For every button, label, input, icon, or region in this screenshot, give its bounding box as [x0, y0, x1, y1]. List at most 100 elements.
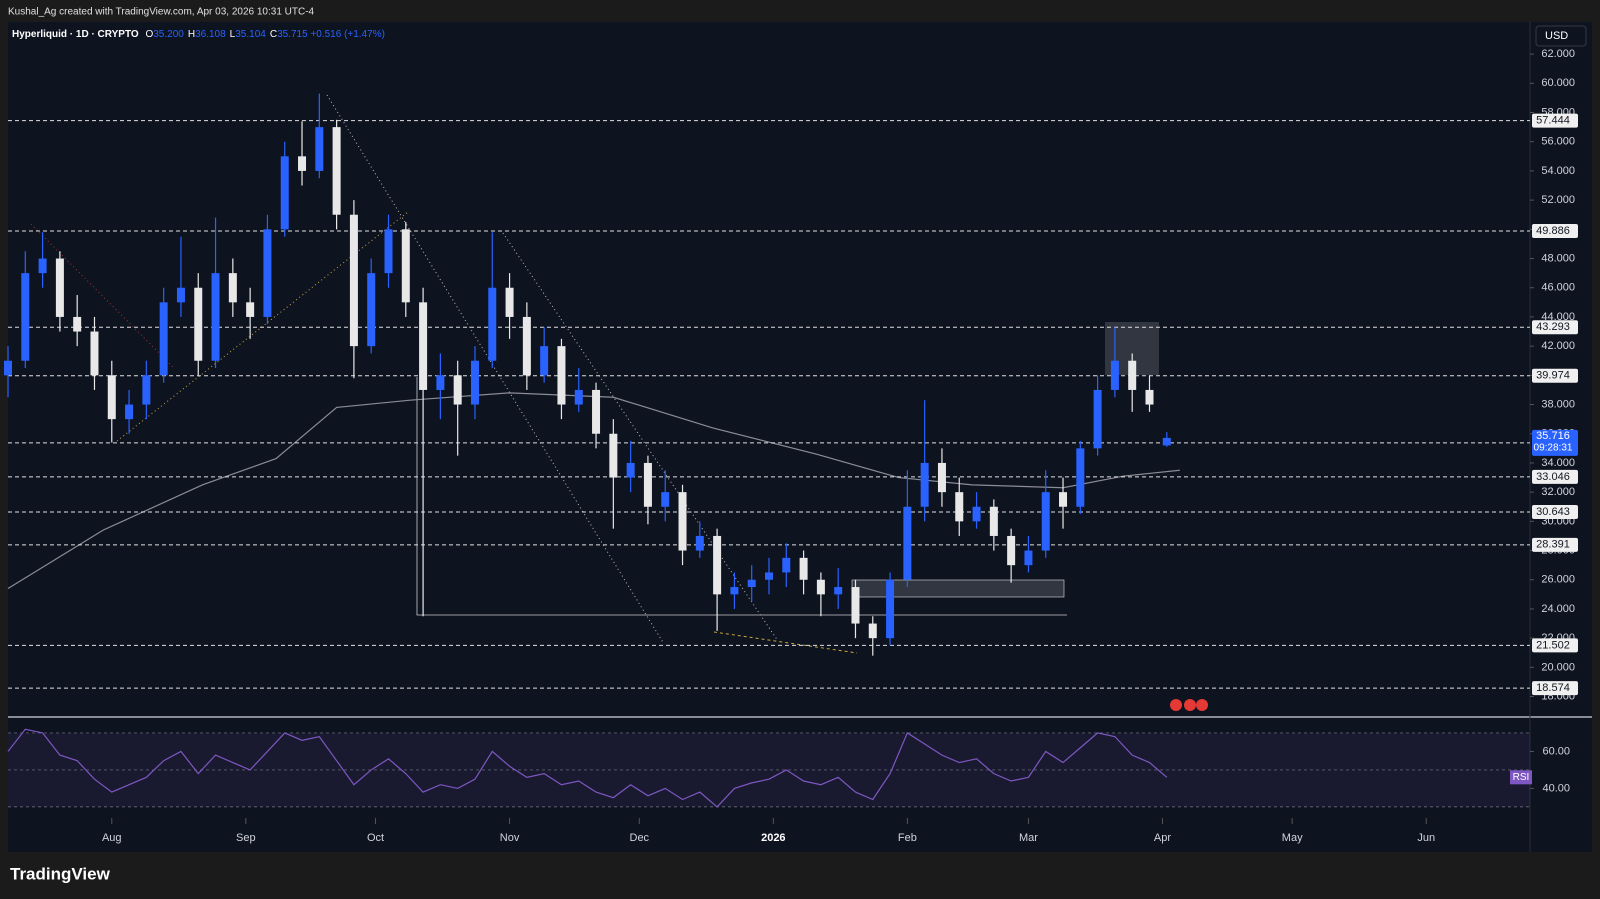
candle-body [678, 492, 687, 551]
level-label-bg [1532, 469, 1578, 484]
candle-body [315, 127, 324, 171]
candle-body [263, 229, 272, 317]
brand: TradingView [10, 864, 111, 883]
candle-body [920, 462, 929, 507]
legend: Hyperliquid · 1D · CRYPTO O35.200 H36.108… [12, 29, 385, 40]
candle-body [903, 506, 912, 580]
y-tick-label: 42.000 [1541, 340, 1575, 352]
x-tick-label: Oct [367, 832, 384, 844]
candle-body [107, 375, 116, 420]
candle-body [159, 302, 168, 376]
candle-body [488, 287, 497, 361]
y-tick-label: 60.00 [1542, 745, 1570, 757]
candle-body [1076, 448, 1085, 507]
candle-body [989, 506, 998, 536]
candle-body [1059, 492, 1068, 507]
candle-body [298, 156, 307, 171]
candle-body [384, 229, 393, 274]
event-icons [1170, 699, 1208, 711]
candle-body [1128, 360, 1137, 390]
moving-average [7, 392, 1180, 590]
level-label: 43.293 [1536, 321, 1570, 333]
candle-body [522, 316, 531, 376]
candle-body [557, 346, 566, 405]
candle-body [470, 360, 479, 405]
candle-body [1041, 492, 1050, 551]
candle-body [609, 433, 618, 478]
level-label: 28.391 [1536, 539, 1570, 551]
candle-body [453, 375, 462, 405]
x-tick-label: Apr [1154, 832, 1171, 844]
candle-body [1145, 389, 1154, 405]
currency-button[interactable] [1535, 25, 1587, 47]
level-label: 39.974 [1536, 370, 1570, 382]
y-tick-label: 26.000 [1541, 574, 1575, 586]
y-tick-label: 54.000 [1541, 165, 1575, 177]
candle-body [1110, 360, 1119, 390]
candle-body [21, 273, 30, 361]
x-tick-label: May [1282, 832, 1303, 844]
candle-body [401, 229, 410, 303]
currency: USD [1545, 30, 1568, 42]
level-label: 21.502 [1536, 639, 1570, 651]
attribution: Kushal_Ag created with TradingView.com, … [8, 7, 315, 18]
y-tick-label: 56.000 [1541, 136, 1575, 148]
trendline [30, 223, 174, 368]
last-price: 35.716 [1536, 430, 1570, 442]
candle-body [1162, 437, 1171, 446]
x-tick-label: Sep [236, 832, 256, 844]
trendline [713, 631, 858, 654]
y-tick-label: 52.000 [1541, 194, 1575, 206]
level-label-bg [1532, 320, 1578, 335]
candle-body [747, 579, 756, 588]
candle-body [626, 462, 635, 478]
candle-body [574, 389, 583, 405]
level-label: 49.886 [1536, 225, 1570, 237]
candle-body [592, 389, 601, 434]
candle-body [332, 127, 341, 215]
candle-body [955, 492, 964, 522]
ohlc-value: 35.104 [235, 29, 266, 40]
candle-body [419, 302, 428, 390]
x-tick-label: Feb [898, 832, 917, 844]
level-label-bg [1532, 223, 1578, 238]
level-label-bg [1532, 113, 1578, 128]
candle-body [834, 587, 843, 595]
y-tick-label: 40.00 [1542, 782, 1570, 794]
ohlc-key: O [145, 29, 153, 40]
candle-body [55, 258, 64, 317]
candle-body [1093, 389, 1102, 449]
candle-body [713, 535, 722, 595]
last-price-bg [1532, 429, 1578, 456]
trendline [116, 211, 409, 442]
candle-body [937, 462, 946, 493]
candle-body [142, 375, 151, 405]
y-tick-label: 34.000 [1541, 457, 1575, 469]
x-tick-label: Mar [1019, 832, 1038, 844]
candle-body [799, 557, 808, 580]
level-label-bg [1532, 638, 1578, 653]
candle-body [246, 302, 255, 317]
y-tick-label: 44.000 [1541, 311, 1575, 323]
candle-body [765, 572, 773, 580]
y-tick-label: 48.000 [1541, 252, 1575, 264]
y-tick-label: 20.000 [1541, 661, 1575, 673]
candle-body [730, 587, 739, 595]
ohlc-key: H [188, 29, 195, 40]
x-tick-label: Jun [1417, 832, 1435, 844]
ohlc-value: 35.200 [153, 29, 184, 40]
level-label-bg [1532, 368, 1578, 383]
ohlc-value: 35.715 [277, 29, 308, 40]
x-tick-label: Nov [500, 832, 520, 844]
candle-body [782, 557, 791, 573]
candle-body [643, 462, 652, 507]
candle-body [228, 273, 237, 303]
y-tick-label: 24.000 [1541, 603, 1575, 615]
y-tick-label: 62.000 [1541, 48, 1575, 60]
candle-body [280, 156, 289, 230]
level-label: 33.046 [1536, 471, 1570, 483]
candle-body [505, 287, 514, 317]
trendline [326, 94, 665, 645]
ohlc-key: L [230, 29, 236, 40]
rsi-tag-bg [1510, 770, 1532, 785]
